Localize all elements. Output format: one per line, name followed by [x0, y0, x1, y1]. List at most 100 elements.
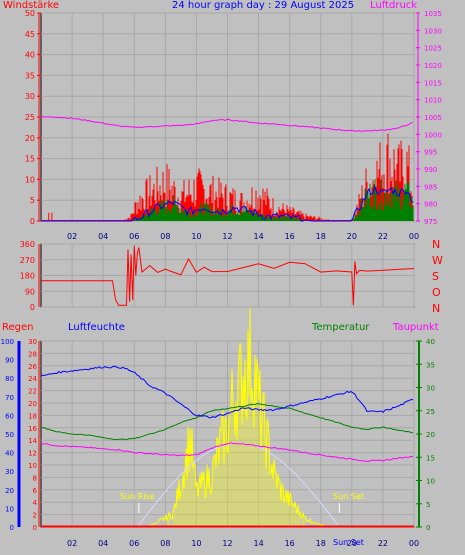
y2-tick-label: 1015 [424, 79, 442, 87]
y-tick-label: 40 [25, 51, 35, 60]
y2-tick-label: 990 [424, 166, 437, 174]
x-tick-label: 00 [409, 539, 419, 548]
wind-direction-panel: 0 90 180 270 360 [20, 240, 415, 312]
rain-tick-label: 10 [28, 462, 37, 470]
y-tick-label: 0 [30, 303, 35, 312]
x-tick-label: 10 [191, 232, 201, 241]
rain-tick-label: 6 [33, 487, 38, 495]
y2-tick-label: 985 [424, 183, 437, 191]
y-tick-label: 180 [20, 272, 35, 281]
sun-set-bottom-label: Sun Set [333, 538, 364, 547]
x-tick-label: 10 [191, 539, 201, 548]
y2-tick-label: 975 [424, 218, 437, 226]
rain-tick-label: 8 [33, 474, 37, 482]
header-title: 24 hour graph day : 29 August 2025 [172, 0, 355, 11]
x-tick-label: 12 [222, 232, 232, 241]
rain-tick-label: 2 [33, 512, 37, 520]
x-tick-label: 22 [378, 232, 388, 241]
sun-set-label: Sun Set [333, 492, 364, 501]
x-tick-label: 12 [222, 539, 232, 548]
sun-rise-label: Sun Rise [120, 492, 155, 501]
humidity-tick-label: 60 [5, 412, 14, 420]
dir-label: W [432, 254, 443, 267]
rain-tick-label: 22 [28, 388, 37, 396]
x-tick-label: 22 [378, 539, 388, 548]
y2-tick-label: 1000 [424, 131, 442, 139]
dir-label: S [432, 270, 439, 283]
rain-tick-label: 12 [28, 450, 37, 458]
y-tick-label: 0 [30, 217, 35, 226]
x-tick-label: 06 [129, 539, 139, 548]
gust-line [41, 184, 414, 222]
humidity-tick-label: 80 [5, 375, 14, 383]
y-tick-label: 25 [25, 113, 35, 122]
temp-tick-label: 0 [426, 524, 430, 532]
x-tick-label: 20 [347, 539, 357, 548]
humidity-tick-label: 30 [5, 468, 14, 476]
label-regen: Regen [2, 322, 34, 333]
humidity-temperature-panel: 0246810121416182022242628300102030405060… [1, 307, 435, 548]
rain-tick-label: 28 [28, 350, 37, 358]
temp-tick-label: 40 [426, 338, 435, 346]
header-left: Windstärke [3, 0, 60, 11]
x-tick-label: 16 [285, 232, 295, 241]
rain-tick-label: 30 [28, 338, 37, 346]
x-tick-label: 14 [253, 232, 263, 241]
humidity-tick-label: 40 [5, 450, 14, 458]
x-tick-label: 04 [98, 539, 108, 548]
dir-label: O [432, 286, 441, 299]
y-tick-label: 30 [25, 92, 35, 101]
y-tick-label: 10 [25, 175, 35, 184]
x-tick-label: 20 [347, 232, 357, 241]
x-tick-label: 00 [409, 232, 419, 241]
pressure-line [40, 116, 414, 132]
wind-pressure-panel: 0510152025303540455097598098599099510001… [25, 9, 442, 241]
humidity-tick-label: 100 [1, 338, 14, 346]
x-tick-label: 18 [316, 539, 326, 548]
y-tick-label: 45 [25, 30, 35, 39]
y-tick-label: 20 [25, 134, 35, 143]
temp-tick-label: 35 [426, 361, 435, 369]
rain-tick-label: 16 [28, 425, 37, 433]
humidity-tick-label: 70 [5, 394, 14, 402]
y-tick-label: 15 [25, 155, 35, 164]
temp-tick-label: 5 [426, 501, 430, 509]
rain-tick-label: 0 [33, 524, 37, 532]
wind-direction-line [41, 245, 415, 306]
rain-tick-label: 4 [33, 499, 38, 507]
y2-tick-label: 995 [424, 149, 437, 157]
humidity-tick-label: 90 [5, 357, 14, 365]
rain-tick-label: 20 [28, 400, 37, 408]
x-tick-label: 08 [160, 539, 170, 548]
x-tick-label: 06 [129, 232, 139, 241]
y-tick-label: 50 [25, 9, 35, 18]
label-temperatur: Temperatur [312, 322, 370, 333]
y-tick-label: 270 [20, 256, 35, 265]
humidity-tick-label: 20 [5, 487, 14, 495]
x-tick-label: 14 [253, 539, 263, 548]
rain-tick-label: 18 [28, 412, 37, 420]
y2-tick-label: 1010 [424, 97, 442, 105]
humidity-tick-label: 10 [5, 505, 14, 513]
temp-tick-label: 25 [426, 408, 435, 416]
y-tick-label: 360 [20, 240, 35, 249]
x-tick-label: 02 [67, 232, 77, 241]
x-tick-label: 04 [98, 232, 108, 241]
y2-tick-label: 1030 [424, 27, 442, 35]
dir-label: N [432, 238, 441, 251]
x-tick-label: 18 [316, 232, 326, 241]
header-right: Luftdruck [370, 0, 418, 11]
wind-avg-bars [134, 179, 414, 221]
temperature-line [40, 403, 414, 441]
label-taupunkt: Taupunkt [393, 322, 439, 333]
rain-tick-label: 24 [28, 375, 37, 383]
y-tick-label: 35 [25, 71, 35, 80]
temp-tick-label: 10 [426, 478, 435, 486]
humidity-tick-label: 50 [5, 431, 14, 439]
temp-tick-label: 20 [426, 431, 435, 439]
y2-tick-label: 1005 [424, 114, 442, 122]
y-tick-label: 5 [30, 196, 35, 205]
y2-tick-label: 980 [424, 201, 437, 209]
rain-tick-label: 14 [28, 437, 37, 445]
